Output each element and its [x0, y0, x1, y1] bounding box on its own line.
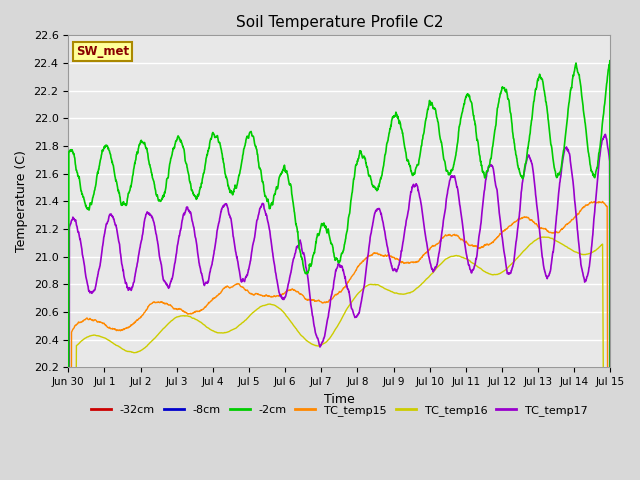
X-axis label: Time: Time	[324, 393, 355, 406]
Text: SW_met: SW_met	[76, 45, 129, 58]
Y-axis label: Temperature (C): Temperature (C)	[15, 150, 28, 252]
Title: Soil Temperature Profile C2: Soil Temperature Profile C2	[236, 15, 443, 30]
Legend: -32cm, -8cm, -2cm, TC_temp15, TC_temp16, TC_temp17: -32cm, -8cm, -2cm, TC_temp15, TC_temp16,…	[86, 400, 593, 420]
